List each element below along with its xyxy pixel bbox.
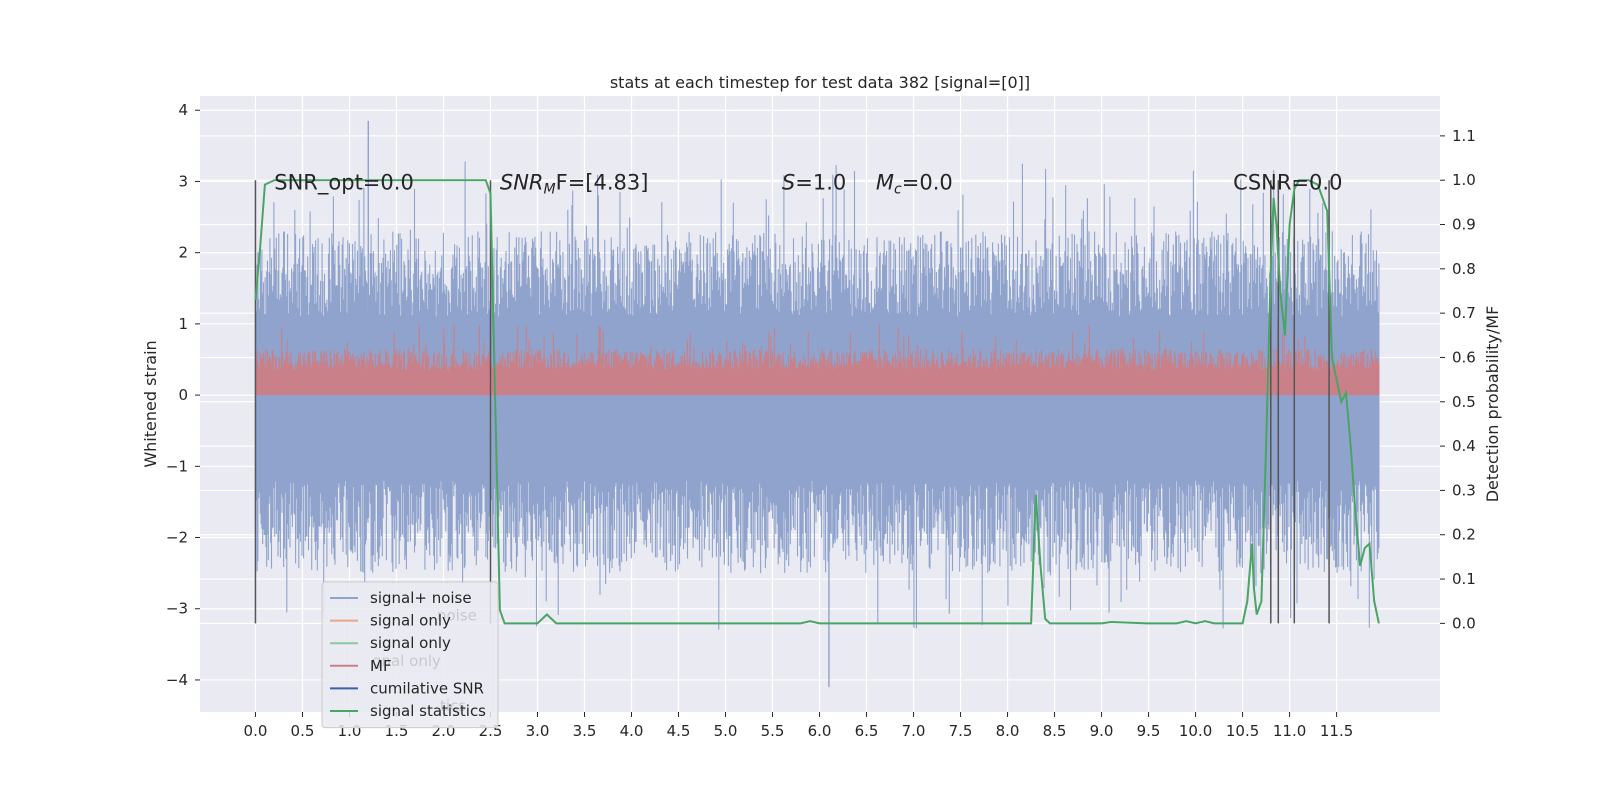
legend-ghost-text: noise xyxy=(437,607,477,625)
legend-label: signal only xyxy=(370,612,451,630)
annotation-rest: =1.0 xyxy=(795,170,846,194)
y-right-tick-label: 1.1 xyxy=(1452,127,1476,145)
y-right-tick-label: 0.1 xyxy=(1452,570,1476,588)
annotations: SNR_opt=0.0 SNRMF=[4.83] S=1.0 Mc=0.0 CSNR=0… xyxy=(274,170,1342,197)
annotation-main: M xyxy=(876,170,894,194)
x-tick-label: 8.5 xyxy=(1043,722,1067,740)
y-right-tick-label: 0.5 xyxy=(1452,393,1476,411)
y-right-tick-label: 0.9 xyxy=(1452,216,1476,234)
legend-ghost-text: gnal only xyxy=(372,652,441,670)
x-tick-label: 4.0 xyxy=(620,722,644,740)
signal-statistics-series xyxy=(254,179,1380,625)
annotation-text: Mc=0.0 xyxy=(876,170,953,197)
y-right-tick-label: 0.4 xyxy=(1452,437,1476,455)
signal-statistics-line xyxy=(254,179,1380,625)
x-tick-label: 8.0 xyxy=(996,722,1020,740)
x-tick-label: 5.0 xyxy=(714,722,738,740)
y-right-tick-label: 0.7 xyxy=(1452,304,1476,322)
x-tick-label: 9.5 xyxy=(1137,722,1161,740)
signal-noise-core xyxy=(255,316,1379,481)
y-right-tick-label: 0.6 xyxy=(1452,348,1476,366)
annotation-text: S=1.0 xyxy=(782,170,846,194)
annotation-rest: F=[4.83] xyxy=(556,170,649,194)
y-left-tick-label: −3 xyxy=(166,600,188,618)
x-tick-label: 0.5 xyxy=(291,722,315,740)
y-right-tick-label: 1.0 xyxy=(1452,171,1476,189)
y-axis-left-ticks: −4 −3 −2 −1 0 1 2 3 4 xyxy=(166,101,200,689)
x-tick-label: 5.5 xyxy=(761,722,785,740)
x-tick-label: 10.5 xyxy=(1226,722,1259,740)
x-tick-label: 7.0 xyxy=(902,722,926,740)
x-tick-label: 7.5 xyxy=(949,722,973,740)
x-tick-label: 0.0 xyxy=(244,722,268,740)
annotation-text: CSNR=0.0 xyxy=(1233,170,1342,194)
x-tick-label: 3.0 xyxy=(526,722,550,740)
annotation-main: S xyxy=(782,170,795,194)
y-axis-right-ticks: 0.0 0.1 0.2 0.3 0.4 0.5 0.6 0.7 0.8 0.9 1.0 1.1 xyxy=(1440,127,1476,632)
annotation-sub: c xyxy=(894,181,902,197)
y-left-tick-label: −4 xyxy=(166,671,188,689)
legend-box xyxy=(321,581,499,729)
x-tick-label: 6.5 xyxy=(855,722,879,740)
y-right-tick-label: 0.2 xyxy=(1452,526,1476,544)
x-tick-label: 6.0 xyxy=(808,722,832,740)
y-right-tick-label: 0.3 xyxy=(1452,481,1476,499)
legend-label: MF xyxy=(370,657,392,675)
legend-label: cumilative SNR xyxy=(370,679,484,697)
y-left-tick-label: −2 xyxy=(166,529,188,547)
x-tick-label: 9.0 xyxy=(1090,722,1114,740)
x-tick-label: 11.5 xyxy=(1320,722,1353,740)
y-left-tick-label: 2 xyxy=(178,244,188,262)
chart-title: stats at each timestep for test data 382… xyxy=(610,73,1030,92)
y-left-tick-label: −1 xyxy=(166,457,188,475)
y-axis-right-label: Detection probability/MF xyxy=(1483,306,1502,503)
x-axis-ticks: 0.0 0.5 1.0 1.5 2.0 2.5 3.0 3.5 4.0 4.5 5.0 5.5 6.0 6… xyxy=(244,712,1353,740)
x-tick-label: 11.0 xyxy=(1273,722,1306,740)
legend-label: signal only xyxy=(370,634,451,652)
legend-ghost-text: tics xyxy=(440,697,466,715)
y-left-tick-label: 0 xyxy=(178,386,188,404)
y-left-tick-label: 1 xyxy=(178,315,188,333)
annotation-text: SNRMF=[4.83] xyxy=(500,170,649,197)
y-left-tick-label: 3 xyxy=(178,172,188,190)
y-right-tick-label: 0.8 xyxy=(1452,260,1476,278)
annotation-sub: M xyxy=(544,181,556,197)
annotation-text: SNR_opt=0.0 xyxy=(274,170,414,195)
annotation-main: SNR xyxy=(500,170,544,194)
legend: noise gnal only tics signal+ noise signal on… xyxy=(321,581,499,729)
y-right-tick-label: 0.0 xyxy=(1452,614,1476,632)
x-tick-label: 10.0 xyxy=(1179,722,1212,740)
y-axis-left-label: Whitened strain xyxy=(141,340,160,467)
y-left-tick-label: 4 xyxy=(178,101,188,119)
x-tick-label: 4.5 xyxy=(667,722,691,740)
annotation-rest: =0.0 xyxy=(902,170,953,194)
legend-label: signal statistics xyxy=(370,702,486,720)
legend-label: signal+ noise xyxy=(370,589,472,607)
x-tick-label: 3.5 xyxy=(573,722,597,740)
